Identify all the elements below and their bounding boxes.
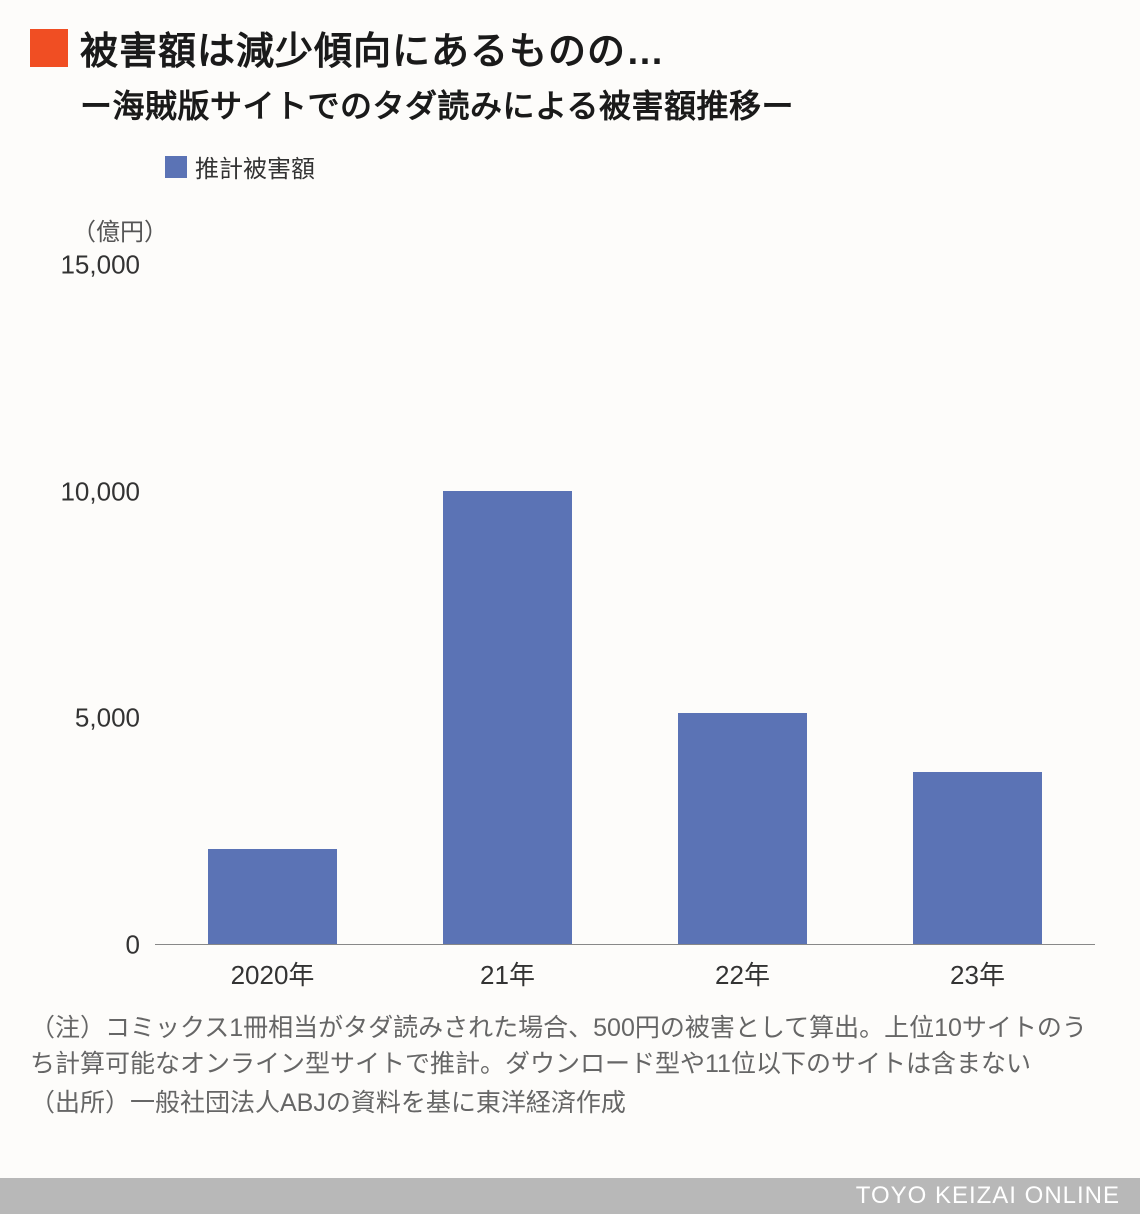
bar: [913, 772, 1042, 944]
bar: [678, 713, 807, 944]
y-axis: 05,00010,00015,000: [30, 265, 140, 945]
chart-title: 被害額は減少傾向にあるものの…: [80, 20, 665, 75]
x-tick-label: 21年: [480, 955, 535, 992]
title-row: 被害額は減少傾向にあるものの…: [30, 20, 1110, 75]
chart-header: 被害額は減少傾向にあるものの… ー海賊版サイトでのタダ読みによる被害額推移ー 推…: [0, 0, 1140, 257]
chart-area: 05,00010,00015,000 2020年21年22年23年: [30, 265, 1110, 985]
accent-square-icon: [30, 29, 68, 67]
footer-bar: TOYO KEIZAI ONLINE: [0, 1178, 1140, 1214]
legend: 推計被害額: [165, 149, 1110, 184]
x-tick-label: 2020年: [231, 955, 315, 992]
y-tick-label: 5,000: [30, 703, 140, 734]
bar: [443, 491, 572, 944]
y-axis-unit: （億円）: [72, 212, 1110, 247]
bar: [208, 849, 337, 944]
x-tick-label: 23年: [950, 955, 1005, 992]
x-tick-label: 22年: [715, 955, 770, 992]
legend-swatch-icon: [165, 156, 187, 178]
y-tick-label: 0: [30, 930, 140, 961]
note-line-2: （出所）一般社団法人ABJの資料を基に東洋経済作成: [30, 1085, 1110, 1121]
x-axis-labels: 2020年 21年 22年 23年: [155, 955, 1095, 995]
y-tick-label: 15,000: [30, 250, 140, 281]
plot-area: [155, 265, 1095, 945]
note-line-1: （注）コミックス1冊相当がタダ読みされた場合、500円の被害として算出。上位10…: [30, 1010, 1110, 1083]
legend-label: 推計被害額: [195, 149, 315, 184]
chart-subtitle: ー海賊版サイトでのタダ読みによる被害額推移ー: [80, 81, 1110, 127]
y-tick-label: 10,000: [30, 476, 140, 507]
chart-notes: （注）コミックス1冊相当がタダ読みされた場合、500円の被害として算出。上位10…: [30, 1010, 1110, 1123]
footer-brand-text: TOYO KEIZAI ONLINE: [856, 1182, 1120, 1210]
